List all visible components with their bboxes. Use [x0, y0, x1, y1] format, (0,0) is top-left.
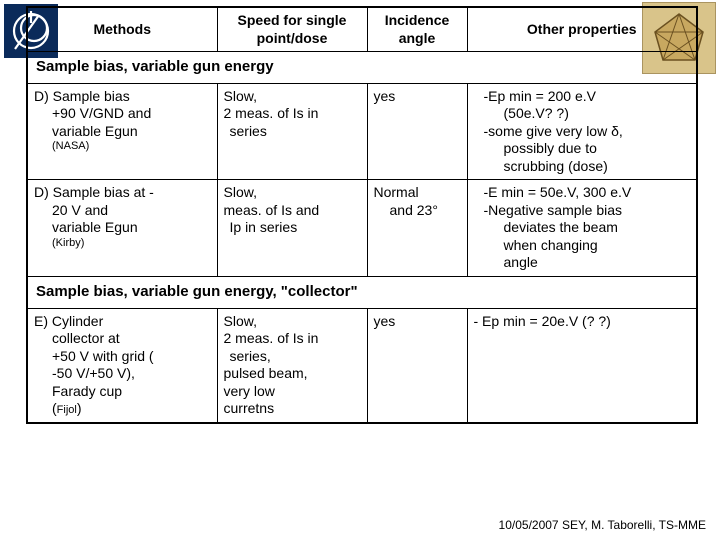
cell-method-d1: D) Sample bias +90 V/GND and variable Eg…	[27, 83, 217, 180]
table-row: D) Sample bias at - 20 V and variable Eg…	[27, 180, 697, 277]
cell-inc-e: yes	[367, 308, 467, 423]
section-row-2: Sample bias, variable gun energy, "colle…	[27, 276, 697, 308]
footer-text: 10/05/2007 SEY, M. Taborelli, TS-MME	[499, 518, 706, 532]
section-2-label: Sample bias, variable gun energy, "colle…	[27, 276, 697, 308]
header-speed: Speed for single point/dose	[217, 7, 367, 52]
header-methods: Methods	[27, 7, 217, 52]
cell-prop-d1: -Ep min = 200 e.V (50e.V? ?) -some give …	[467, 83, 697, 180]
section-row-1: Sample bias, variable gun energy	[27, 52, 697, 84]
table-header-row: Methods Speed for single point/dose Inci…	[27, 7, 697, 52]
cell-prop-e: - Ep min = 20e.V (? ?)	[467, 308, 697, 423]
table-row: D) Sample bias +90 V/GND and variable Eg…	[27, 83, 697, 180]
cell-speed-d2: Slow, meas. of Is and Ip in series	[217, 180, 367, 277]
header-incidence: Incidence angle	[367, 7, 467, 52]
cell-prop-d2: -E min = 50e.V, 300 e.V -Negative sample…	[467, 180, 697, 277]
cell-method-d2: D) Sample bias at - 20 V and variable Eg…	[27, 180, 217, 277]
section-1-label: Sample bias, variable gun energy	[27, 52, 697, 84]
cell-inc-d1: yes	[367, 83, 467, 180]
cell-method-e: E) Cylinder collector at +50 V with grid…	[27, 308, 217, 423]
header-other: Other properties	[467, 7, 697, 52]
methods-table: Methods Speed for single point/dose Inci…	[26, 6, 698, 424]
cell-speed-e: Slow, 2 meas. of Is in series, pulsed be…	[217, 308, 367, 423]
table-row: E) Cylinder collector at +50 V with grid…	[27, 308, 697, 423]
cell-inc-d2: Normal and 23°	[367, 180, 467, 277]
cell-speed-d1: Slow, 2 meas. of Is in series	[217, 83, 367, 180]
